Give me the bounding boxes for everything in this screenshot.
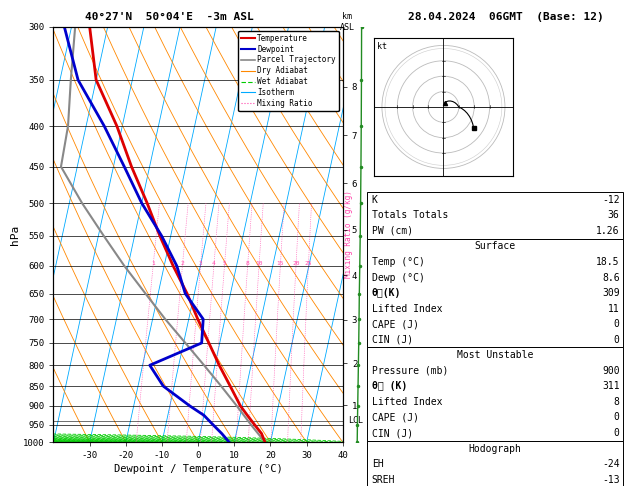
Text: Pressure (mb): Pressure (mb)	[372, 366, 448, 376]
Text: 40°27'N  50°04'E  -3m ASL: 40°27'N 50°04'E -3m ASL	[86, 12, 254, 22]
Text: 311: 311	[602, 382, 620, 391]
Text: 8.6: 8.6	[602, 273, 620, 282]
Text: kt: kt	[377, 42, 387, 52]
Text: 0: 0	[614, 428, 620, 438]
Text: Totals Totals: Totals Totals	[372, 210, 448, 220]
Text: CIN (J): CIN (J)	[372, 335, 413, 345]
X-axis label: Dewpoint / Temperature (°C): Dewpoint / Temperature (°C)	[114, 465, 282, 474]
Text: EH: EH	[372, 459, 384, 469]
Text: 1: 1	[151, 261, 155, 266]
Text: 309: 309	[602, 288, 620, 298]
Text: 20: 20	[292, 261, 300, 266]
Text: -13: -13	[602, 475, 620, 485]
Text: CIN (J): CIN (J)	[372, 428, 413, 438]
Text: Most Unstable: Most Unstable	[457, 350, 533, 360]
Text: 11: 11	[608, 304, 620, 313]
Text: 18.5: 18.5	[596, 257, 620, 267]
Text: 8: 8	[246, 261, 250, 266]
Text: 0: 0	[614, 335, 620, 345]
Text: 28.04.2024  06GMT  (Base: 12): 28.04.2024 06GMT (Base: 12)	[408, 12, 604, 22]
Text: Lifted Index: Lifted Index	[372, 304, 442, 313]
Text: 25: 25	[304, 261, 312, 266]
Text: 4: 4	[212, 261, 216, 266]
Text: © weatheronline.co.uk: © weatheronline.co.uk	[440, 471, 554, 480]
Text: 0: 0	[614, 413, 620, 422]
Text: -12: -12	[602, 195, 620, 205]
Text: Mixing Ratio (g/kg): Mixing Ratio (g/kg)	[344, 191, 353, 278]
Text: 900: 900	[602, 366, 620, 376]
Text: 2: 2	[181, 261, 184, 266]
Text: Lifted Index: Lifted Index	[372, 397, 442, 407]
Text: Dewp (°C): Dewp (°C)	[372, 273, 425, 282]
Text: 10: 10	[255, 261, 263, 266]
Text: θᴜ(K): θᴜ(K)	[372, 288, 401, 298]
Text: θᴜ (K): θᴜ (K)	[372, 382, 407, 391]
Text: Temp (°C): Temp (°C)	[372, 257, 425, 267]
Text: Surface: Surface	[474, 242, 515, 251]
Text: Hodograph: Hodograph	[468, 444, 521, 453]
Text: K: K	[372, 195, 377, 205]
Text: 36: 36	[608, 210, 620, 220]
Text: CAPE (J): CAPE (J)	[372, 413, 419, 422]
Text: km
ASL: km ASL	[340, 12, 355, 32]
Text: 8: 8	[614, 397, 620, 407]
Text: SREH: SREH	[372, 475, 395, 485]
Text: CAPE (J): CAPE (J)	[372, 319, 419, 329]
Text: -24: -24	[602, 459, 620, 469]
Text: 3: 3	[199, 261, 203, 266]
Text: 5: 5	[223, 261, 226, 266]
Y-axis label: hPa: hPa	[10, 225, 20, 244]
Text: 1.26: 1.26	[596, 226, 620, 236]
Text: LCL: LCL	[348, 417, 364, 425]
Legend: Temperature, Dewpoint, Parcel Trajectory, Dry Adiabat, Wet Adiabat, Isotherm, Mi: Temperature, Dewpoint, Parcel Trajectory…	[238, 31, 339, 111]
Text: PW (cm): PW (cm)	[372, 226, 413, 236]
Text: 15: 15	[277, 261, 284, 266]
Text: 0: 0	[614, 319, 620, 329]
